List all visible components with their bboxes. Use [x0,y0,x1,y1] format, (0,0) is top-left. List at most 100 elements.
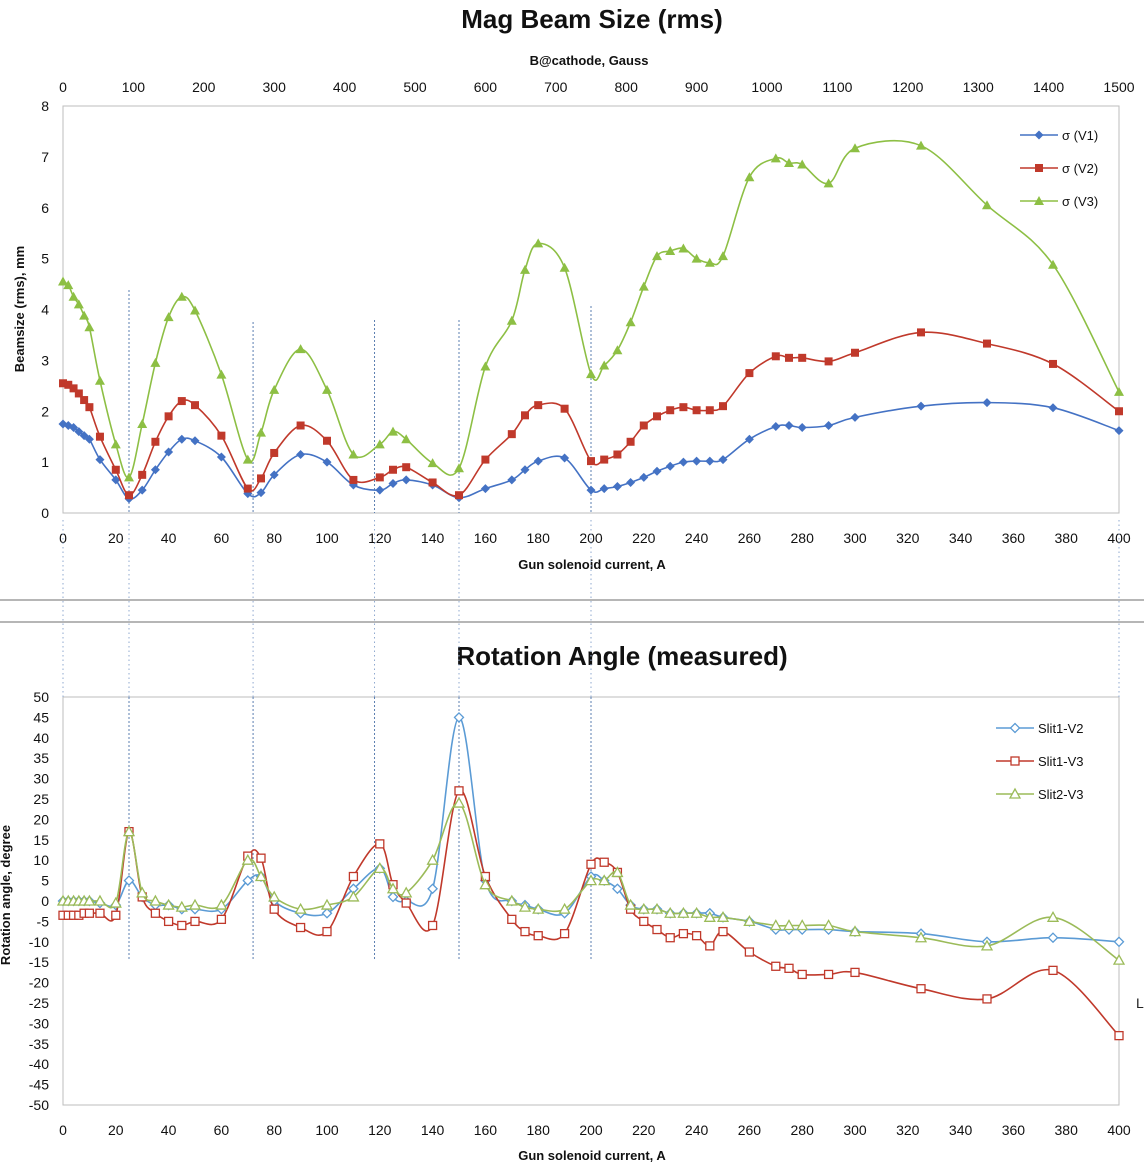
data-point [1034,130,1044,140]
data-point [851,348,859,357]
chart-title: Rotation Angle (measured) [456,641,787,671]
data-point [83,894,96,906]
top-tick-label: 700 [544,79,568,95]
data-point [138,470,147,479]
y-tick-label: 0 [41,505,49,521]
data-point [216,369,227,379]
top-tick-label: 1000 [751,79,782,95]
data-point [481,455,490,464]
data-point [796,919,809,931]
plot-area [62,105,1120,514]
data-point [520,926,530,937]
data-point [584,874,598,886]
series-markers [58,398,1124,504]
data-point [74,389,83,398]
data-point [373,862,386,874]
data-point [533,238,544,248]
data-point [586,485,596,495]
data-point [296,449,306,459]
x-tick-label: 40 [161,1122,177,1138]
data-point [322,384,332,394]
data-point [269,384,280,394]
data-point [388,478,398,488]
y-tick-label: -35 [29,1036,49,1052]
x-tick-label: 260 [738,1122,762,1138]
legend-item: σ (V2) [1020,161,1098,176]
legend-label: σ (V2) [1062,161,1098,176]
x-tick-label: 320 [896,530,920,546]
data-point [122,825,136,837]
top-axis-ticks: 0 100 200 300 400 500 600 700 800 900 1000 1100 1200… [59,79,1135,95]
data-point [850,143,860,153]
data-point [242,875,254,887]
x-tick-label: 220 [632,1122,656,1138]
data-point [401,898,411,908]
x-tick-label: 100 [315,530,339,546]
data-point [691,253,702,263]
data-point [136,886,149,898]
data-point [95,908,105,918]
y-tick-label: -50 [29,1097,49,1113]
data-point [111,475,121,485]
x-tick-label: 240 [685,530,709,546]
x-axis-label: Gun solenoid current, A [518,557,666,572]
data-point [718,926,728,937]
data-point [124,472,134,482]
data-point [690,906,703,918]
data-point [652,251,662,261]
x-tick-label: 20 [108,530,124,546]
x-tick-label: 100 [315,1122,339,1138]
data-point [534,401,543,410]
data-point [389,465,397,474]
data-point [109,896,122,908]
data-point [164,447,174,457]
chart-title: Mag Beam Size (rms) [461,4,723,34]
data-point [665,933,675,943]
top-tick-label: 900 [685,79,709,95]
data-point [743,915,756,927]
data-point [678,243,689,253]
data-point [320,898,334,910]
data-point [84,908,95,918]
x-tick-label: 40 [161,530,177,546]
data-point [216,914,227,925]
data-point [151,437,160,446]
data-point [560,453,570,463]
data-point [744,947,755,957]
data-point [771,422,781,432]
data-point [123,875,135,887]
x-tick-label: 60 [214,1122,230,1138]
data-point [215,898,228,910]
data-point [769,919,782,931]
data-point [69,423,79,433]
data-point [177,434,187,444]
data-point [980,939,994,951]
data-point [68,291,79,301]
data-point [533,456,543,466]
data-point [770,153,781,163]
top-tick-label: 800 [615,79,639,95]
series-markers [58,140,1124,482]
data-point [650,902,664,914]
data-point [387,891,399,903]
y-tick-label: 20 [33,811,49,827]
data-point [692,456,702,466]
data-point [452,796,466,808]
data-point [375,839,385,849]
top-tick-label: 1400 [1033,79,1064,95]
data-point [1114,426,1124,436]
y-tick-label: 25 [33,791,49,807]
x-tick-label: 340 [949,530,973,546]
data-point [507,430,516,439]
data-point [321,907,333,919]
top-tick-label: 600 [474,79,498,95]
data-point [427,920,438,931]
top-tick-label: 300 [263,79,287,95]
data-point [137,418,148,428]
data-point [507,475,517,485]
data-point [73,299,84,309]
data-point [137,485,147,495]
data-point [587,457,595,466]
data-point [505,894,518,906]
